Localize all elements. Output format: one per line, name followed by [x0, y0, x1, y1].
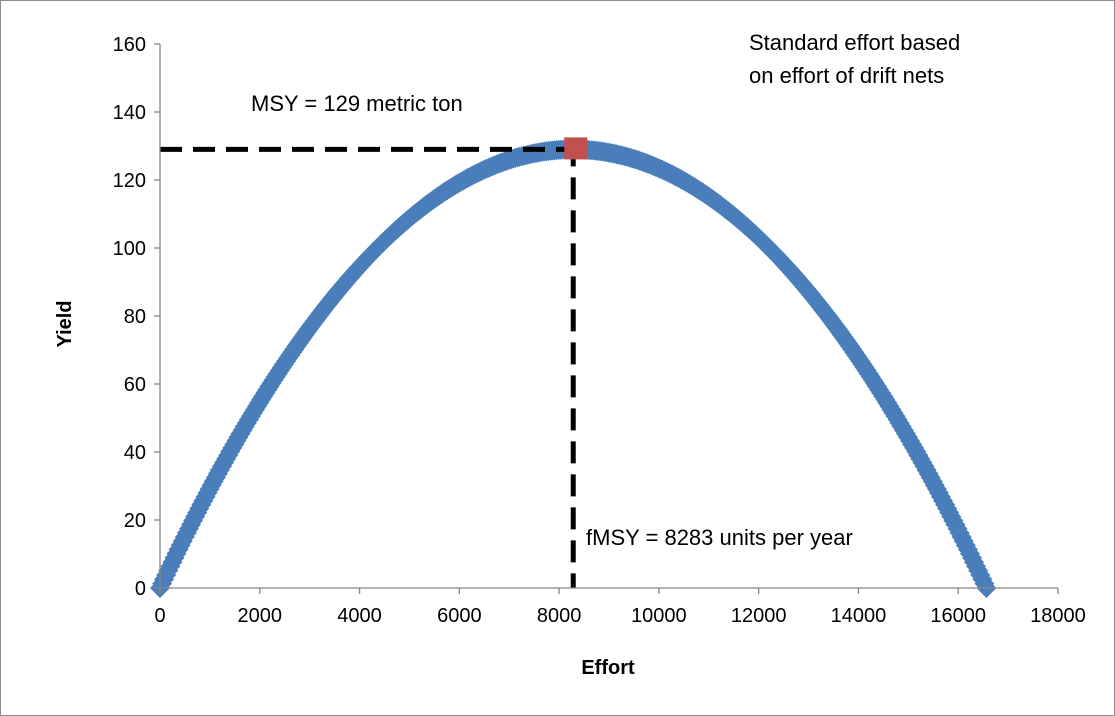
- x-axis-title: Effort: [581, 657, 635, 679]
- x-tick-label: 6000: [437, 605, 482, 627]
- yield-curve: [150, 139, 997, 598]
- msy-point: [564, 137, 588, 160]
- x-tick-label: 12000: [731, 605, 787, 627]
- y-axis-title: Yield: [54, 300, 76, 347]
- x-tick-label: 16000: [930, 605, 986, 627]
- reference-lines: [160, 144, 576, 588]
- x-tick-label: 2000: [238, 605, 283, 627]
- y-tick-label: 40: [124, 442, 146, 464]
- x-tick-label: 4000: [337, 605, 382, 627]
- y-tick-label: 160: [113, 34, 146, 56]
- note-line-1: Standard effort based: [749, 30, 960, 55]
- x-tick-label: 18000: [1030, 605, 1086, 627]
- y-tick-label: 60: [124, 374, 146, 396]
- x-tick-label: 10000: [631, 605, 687, 627]
- note-line-2: on effort of drift nets: [749, 63, 944, 88]
- y-tick-label: 80: [124, 306, 146, 328]
- y-tick-label: 120: [113, 170, 146, 192]
- axes: 0 2000 4000 6000 8000 10000 12000 14000 16000 180…: [113, 34, 1086, 627]
- x-tick-label: 14000: [831, 605, 887, 627]
- x-tick-label: 8000: [537, 605, 582, 627]
- y-tick-label: 140: [113, 102, 146, 124]
- msy-label: MSY = 129 metric ton: [251, 91, 463, 116]
- y-tick-label: 100: [113, 238, 146, 260]
- x-tick-label: 0: [154, 605, 165, 627]
- y-tick-label: 20: [124, 510, 146, 532]
- fmsy-label: fMSY = 8283 units per year: [586, 525, 853, 550]
- y-tick-label: 0: [135, 578, 146, 600]
- msy-point-layer: [564, 137, 588, 160]
